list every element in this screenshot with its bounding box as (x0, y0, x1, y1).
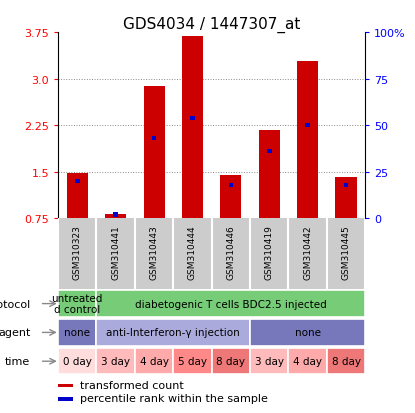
Text: 5 day: 5 day (178, 356, 207, 366)
Bar (67, 173, 88, 219)
Bar (75, 179, 80, 184)
Text: diabetogenic T cells BDC2.5 injected: diabetogenic T cells BDC2.5 injected (135, 299, 327, 309)
Bar (250, 319, 365, 346)
Bar (305, 124, 310, 128)
Bar (58, 319, 96, 346)
Text: GSM310419: GSM310419 (265, 224, 274, 279)
Bar (96, 348, 135, 375)
Bar (144, 87, 165, 219)
Bar (335, 177, 356, 219)
Text: 8 day: 8 day (332, 356, 361, 366)
Bar (113, 213, 118, 217)
Bar (344, 183, 348, 188)
Text: 3 day: 3 day (255, 356, 284, 366)
Bar (190, 116, 195, 121)
Text: 0 day: 0 day (63, 356, 92, 366)
Text: 4 day: 4 day (139, 356, 168, 366)
Bar (105, 214, 126, 219)
Text: GSM310444: GSM310444 (188, 224, 197, 279)
Text: 8 day: 8 day (216, 356, 245, 366)
Text: GSM310446: GSM310446 (226, 224, 235, 279)
Text: agent: agent (0, 328, 30, 337)
Bar (182, 37, 203, 219)
Text: GSM310443: GSM310443 (149, 224, 159, 279)
Text: none: none (295, 328, 321, 337)
Text: GSM310442: GSM310442 (303, 224, 312, 279)
Bar (135, 348, 173, 375)
Text: percentile rank within the sample: percentile rank within the sample (80, 393, 268, 403)
Title: GDS4034 / 1447307_at: GDS4034 / 1447307_at (123, 17, 300, 33)
Text: time: time (5, 356, 30, 366)
Bar (173, 348, 212, 375)
Bar (327, 348, 365, 375)
Bar (259, 131, 280, 219)
Bar (229, 183, 233, 188)
Text: 4 day: 4 day (293, 356, 322, 366)
Text: untreated
d control: untreated d control (51, 293, 103, 315)
Bar (288, 348, 327, 375)
Bar (96, 319, 250, 346)
Text: protocol: protocol (0, 299, 30, 309)
Bar (58, 397, 73, 401)
Bar (152, 137, 156, 141)
Bar (250, 348, 288, 375)
Bar (212, 348, 250, 375)
Text: GSM310445: GSM310445 (342, 224, 351, 279)
Text: GSM310323: GSM310323 (73, 224, 82, 279)
Bar (220, 176, 242, 219)
Bar (58, 291, 96, 317)
Bar (297, 62, 318, 219)
Bar (58, 384, 73, 387)
Bar (58, 348, 96, 375)
Text: 3 day: 3 day (101, 356, 130, 366)
Text: transformed count: transformed count (80, 380, 183, 390)
Text: GSM310441: GSM310441 (111, 224, 120, 279)
Text: anti-Interferon-γ injection: anti-Interferon-γ injection (106, 328, 240, 337)
Bar (267, 150, 271, 154)
Text: none: none (64, 328, 90, 337)
Bar (96, 291, 365, 317)
